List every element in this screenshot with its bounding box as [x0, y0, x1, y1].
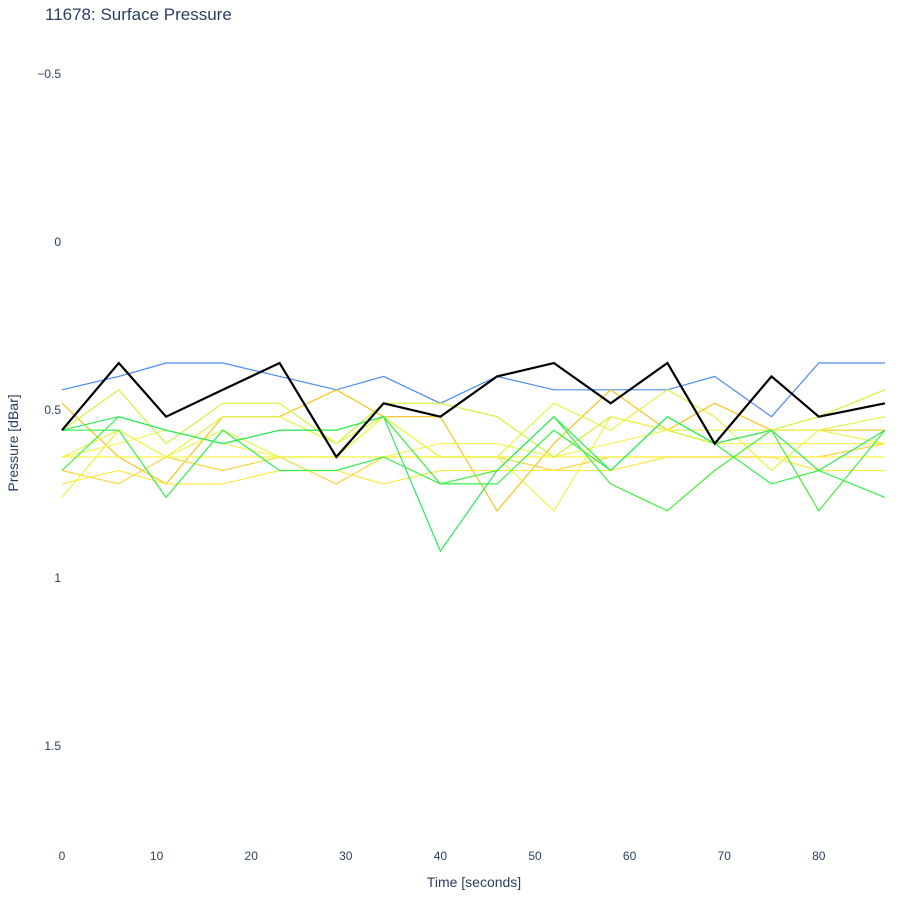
series-line-11 [61, 415, 886, 512]
x-tick-label: 80 [812, 849, 826, 863]
y-tick-label: −0.5 [37, 67, 61, 81]
y-tick-label: 1.5 [44, 739, 61, 753]
x-tick-label: 20 [245, 849, 259, 863]
series-line-10 [62, 415, 886, 499]
x-axis-title: Time [seconds] [427, 874, 521, 890]
x-tick-label: 50 [528, 849, 542, 863]
series-line-12 [61, 415, 886, 553]
x-tick-label: 10 [150, 849, 164, 863]
series-layer [61, 361, 886, 553]
x-tick-label: 30 [339, 849, 353, 863]
x-tick-label: 70 [718, 849, 732, 863]
series-line-9 [61, 415, 886, 512]
series-line-1 [61, 362, 885, 418]
series-line-3 [61, 443, 886, 485]
x-tick-label: 40 [434, 849, 448, 863]
x-axis-ticks: 0 10 20 30 40 50 60 70 80 [59, 849, 826, 863]
chart-title: 11678: Surface Pressure [45, 5, 232, 24]
series-line-2 [61, 389, 885, 512]
x-tick-label: 60 [623, 849, 637, 863]
series-line-13 [61, 361, 886, 459]
y-tick-label: 1 [54, 571, 61, 585]
y-tick-label: 0 [54, 235, 61, 249]
x-tick-label: 0 [59, 849, 66, 863]
y-tick-label: 0.5 [44, 403, 61, 417]
series-line-5 [61, 456, 885, 485]
series-line-7 [61, 388, 886, 458]
y-axis-ticks: −0.5 0 0.5 1 1.5 [37, 67, 61, 753]
y-axis-title: Pressure [dBar] [5, 394, 21, 491]
